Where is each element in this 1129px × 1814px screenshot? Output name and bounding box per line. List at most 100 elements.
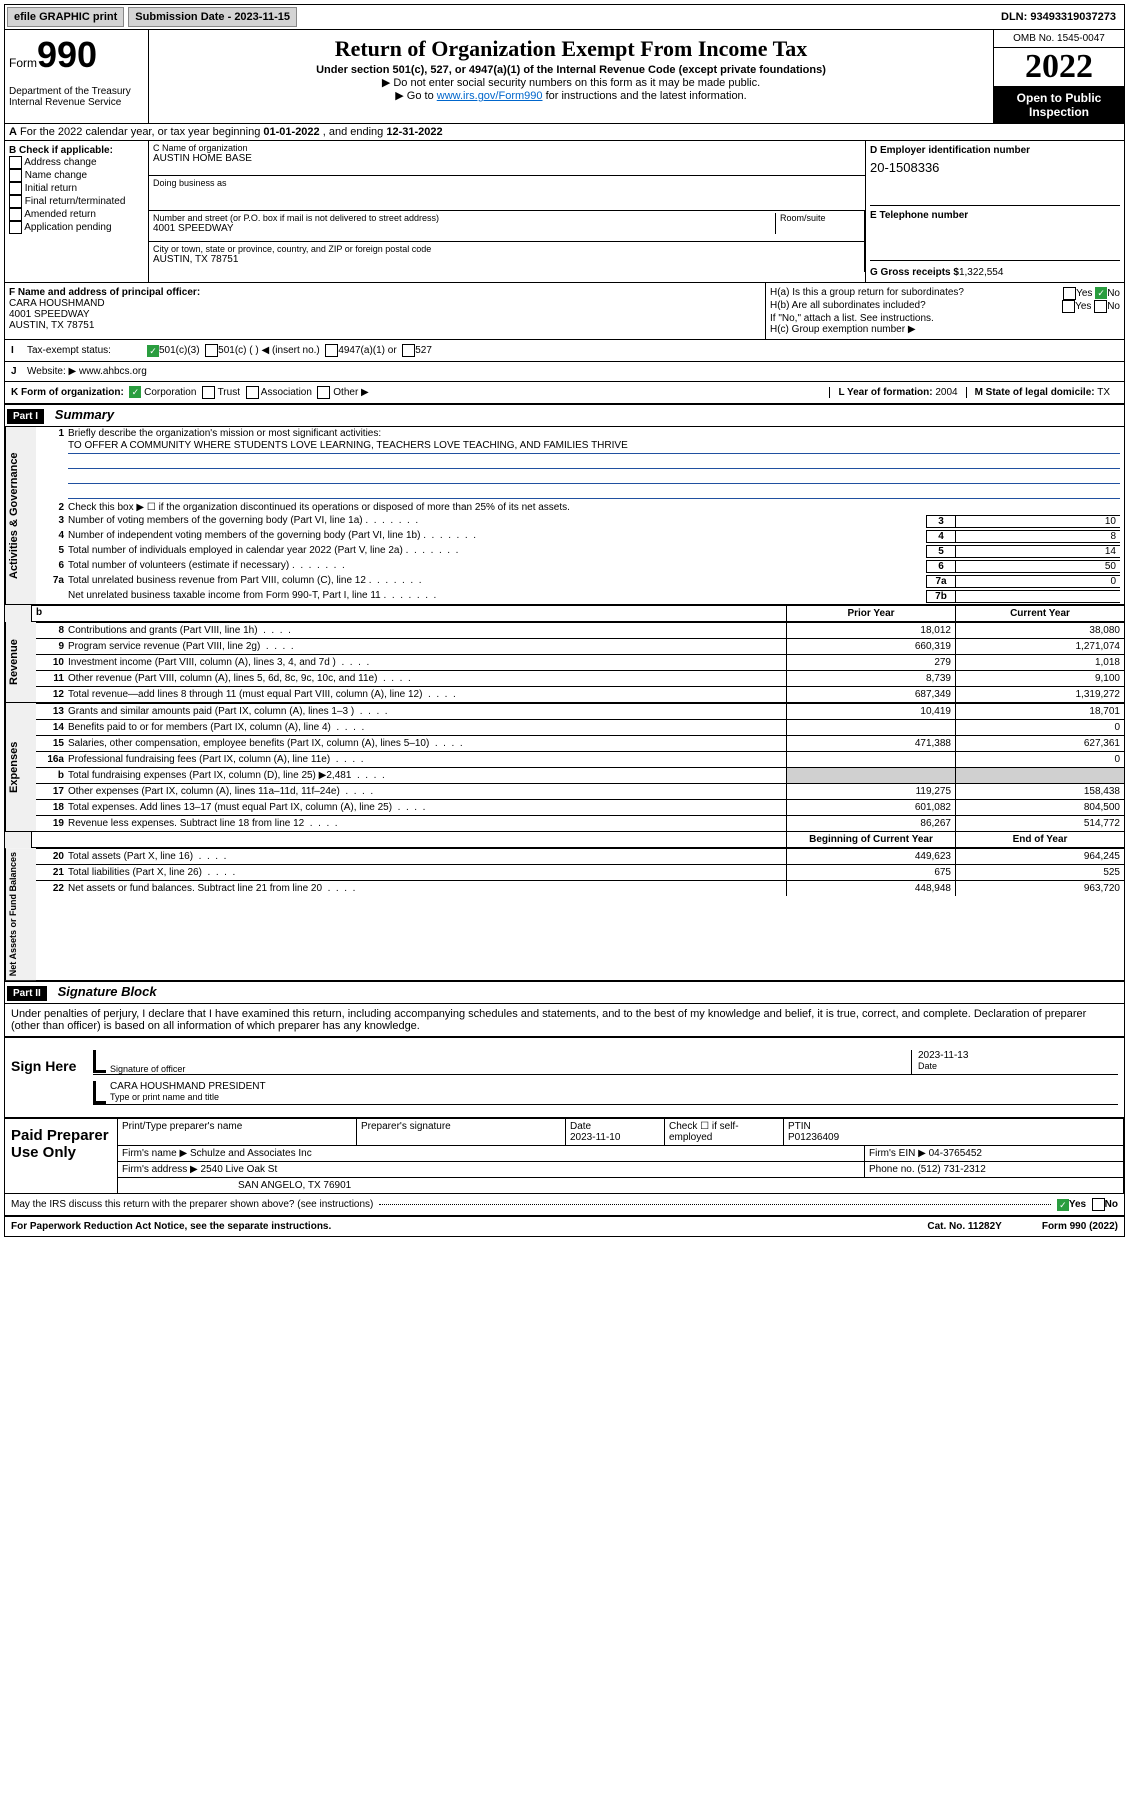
- open-public-label: Open to Public Inspection: [994, 87, 1124, 123]
- amended-return-checkbox[interactable]: [9, 208, 22, 221]
- trust-checkbox[interactable]: [202, 386, 215, 399]
- discuss-yes-checkbox[interactable]: ✓: [1057, 1199, 1069, 1211]
- omb-label: OMB No. 1545-0047: [994, 30, 1124, 48]
- application-pending-checkbox[interactable]: [9, 221, 22, 234]
- section-i: I Tax-exempt status: ✓ 501(c)(3) 501(c) …: [5, 340, 1124, 362]
- hc-label: H(c) Group exemption number ▶: [770, 324, 1120, 335]
- prior-year-header: Prior Year: [786, 605, 955, 622]
- financial-row: 16a Professional fundraising fees (Part …: [36, 751, 1124, 767]
- address-change-checkbox[interactable]: [9, 156, 22, 169]
- gross-receipts-value: 1,322,554: [959, 267, 1004, 278]
- financial-row: 17 Other expenses (Part IX, column (A), …: [36, 783, 1124, 799]
- firm-addr2: SAN ANGELO, TX 76901: [118, 1178, 1124, 1193]
- room-suite-label: Room/suite: [780, 213, 860, 223]
- ptin-value: P01236409: [788, 1132, 839, 1143]
- other-checkbox[interactable]: [317, 386, 330, 399]
- preparer-block: Paid Preparer Use Only Print/Type prepar…: [5, 1117, 1124, 1193]
- subtitle: Under section 501(c), 527, or 4947(a)(1)…: [157, 64, 985, 76]
- irs-link[interactable]: www.irs.gov/Form990: [437, 90, 543, 102]
- side-activities: Activities & Governance: [5, 427, 36, 604]
- initial-return-checkbox[interactable]: [9, 182, 22, 195]
- instruction-2: ▶ Go to www.irs.gov/Form990 for instruct…: [157, 89, 985, 102]
- corp-checkbox[interactable]: ✓: [129, 386, 141, 398]
- part2-header: Part II: [7, 986, 47, 1001]
- hb-yes-checkbox[interactable]: [1062, 300, 1075, 313]
- financial-row: 18 Total expenses. Add lines 13–17 (must…: [36, 799, 1124, 815]
- 501c3-checkbox[interactable]: ✓: [147, 345, 159, 357]
- efile-print-button[interactable]: efile GRAPHIC print: [7, 7, 124, 27]
- firm-ein: 04-3765452: [929, 1148, 982, 1159]
- ha-yes-checkbox[interactable]: [1063, 287, 1076, 300]
- website-value: www.ahbcs.org: [79, 366, 147, 377]
- telephone-label: E Telephone number: [870, 210, 1120, 221]
- paperwork-notice: For Paperwork Reduction Act Notice, see …: [11, 1221, 331, 1232]
- firm-name: Schulze and Associates Inc: [190, 1148, 312, 1159]
- cat-no: Cat. No. 11282Y: [927, 1221, 1001, 1232]
- section-d-e-g: D Employer identification number 20-1508…: [865, 141, 1124, 282]
- section-c: C Name of organization AUSTIN HOME BASE …: [149, 141, 865, 282]
- summary-line: 5 Total number of individuals employed i…: [36, 544, 1124, 559]
- 501c-checkbox[interactable]: [205, 344, 218, 357]
- name-change-checkbox[interactable]: [9, 169, 22, 182]
- section-j: J Website: ▶ www.ahbcs.org: [5, 362, 1124, 382]
- summary-line: 3 Number of voting members of the govern…: [36, 514, 1124, 529]
- ein-value: 20-1508336: [870, 160, 1120, 175]
- part1-header: Part I: [7, 409, 44, 424]
- prep-date: 2023-11-10: [570, 1132, 620, 1143]
- dba-label: Doing business as: [153, 178, 861, 188]
- current-year-header: Current Year: [955, 605, 1124, 622]
- submission-date-label: Submission Date - 2023-11-15: [128, 7, 297, 27]
- financial-row: 9 Program service revenue (Part VIII, li…: [36, 638, 1124, 654]
- tax-year: 2022: [994, 48, 1124, 87]
- section-a: A For the 2022 calendar year, or tax yea…: [5, 124, 1124, 141]
- financial-row: b Total fundraising expenses (Part IX, c…: [36, 767, 1124, 783]
- street-address: 4001 SPEEDWAY: [153, 223, 775, 234]
- beginning-year-header: Beginning of Current Year: [786, 832, 955, 848]
- dln-label: DLN: 93493319037273: [1001, 11, 1124, 23]
- ha-no-checkbox[interactable]: ✓: [1095, 287, 1107, 299]
- state-domicile: TX: [1097, 387, 1110, 398]
- org-name: AUSTIN HOME BASE: [153, 153, 861, 164]
- form-header: Form990 Department of the Treasury Inter…: [5, 30, 1124, 124]
- officer-name: CARA HOUSHMAND: [9, 298, 761, 309]
- part1-title: Summary: [55, 407, 114, 422]
- final-return-checkbox[interactable]: [9, 195, 22, 208]
- form-page-label: Form 990 (2022): [1042, 1221, 1118, 1232]
- part2-title: Signature Block: [58, 984, 157, 999]
- assoc-checkbox[interactable]: [246, 386, 259, 399]
- line2-text: Check this box ▶ ☐ if the organization d…: [68, 502, 1120, 513]
- discuss-no-checkbox[interactable]: [1092, 1198, 1105, 1211]
- discuss-question: May the IRS discuss this return with the…: [11, 1199, 373, 1210]
- financial-row: 14 Benefits paid to or for members (Part…: [36, 719, 1124, 735]
- hb-no-checkbox[interactable]: [1094, 300, 1107, 313]
- financial-row: 12 Total revenue—add lines 8 through 11 …: [36, 686, 1124, 702]
- irs-label: Internal Revenue Service: [9, 97, 144, 108]
- dept-label: Department of the Treasury: [9, 86, 144, 97]
- top-bar: efile GRAPHIC print Submission Date - 20…: [5, 5, 1124, 30]
- financial-row: 8 Contributions and grants (Part VIII, l…: [36, 622, 1124, 638]
- financial-row: 10 Investment income (Part VIII, column …: [36, 654, 1124, 670]
- financial-row: 22 Net assets or fund balances. Subtract…: [36, 880, 1124, 896]
- instruction-1: ▶ Do not enter social security numbers o…: [157, 76, 985, 89]
- side-net-assets: Net Assets or Fund Balances: [5, 848, 36, 980]
- summary-line: 7a Total unrelated business revenue from…: [36, 574, 1124, 589]
- summary-line: 4 Number of independent voting members o…: [36, 529, 1124, 544]
- financial-row: 11 Other revenue (Part VIII, column (A),…: [36, 670, 1124, 686]
- form-prefix: Form: [9, 56, 37, 70]
- summary-line: 6 Total number of volunteers (estimate i…: [36, 559, 1124, 574]
- form-number: 990: [37, 34, 97, 75]
- 4947-checkbox[interactable]: [325, 344, 338, 357]
- side-expenses: Expenses: [5, 703, 36, 831]
- year-formation: 2004: [935, 387, 957, 398]
- firm-phone: (512) 731-2312: [917, 1164, 985, 1175]
- main-title: Return of Organization Exempt From Incom…: [157, 36, 985, 62]
- 527-checkbox[interactable]: [402, 344, 415, 357]
- city-state-zip: AUSTIN, TX 78751: [153, 254, 860, 265]
- financial-row: 19 Revenue less expenses. Subtract line …: [36, 815, 1124, 831]
- summary-line: Net unrelated business taxable income fr…: [36, 589, 1124, 604]
- sign-block: Sign Here Signature of officer 2023-11-1…: [5, 1036, 1124, 1117]
- mission-text: TO OFFER A COMMUNITY WHERE STUDENTS LOVE…: [68, 440, 1120, 454]
- end-year-header: End of Year: [955, 832, 1124, 848]
- penalty-disclosure: Under penalties of perjury, I declare th…: [5, 1004, 1124, 1036]
- section-h: H(a) Is this a group return for subordin…: [766, 283, 1124, 339]
